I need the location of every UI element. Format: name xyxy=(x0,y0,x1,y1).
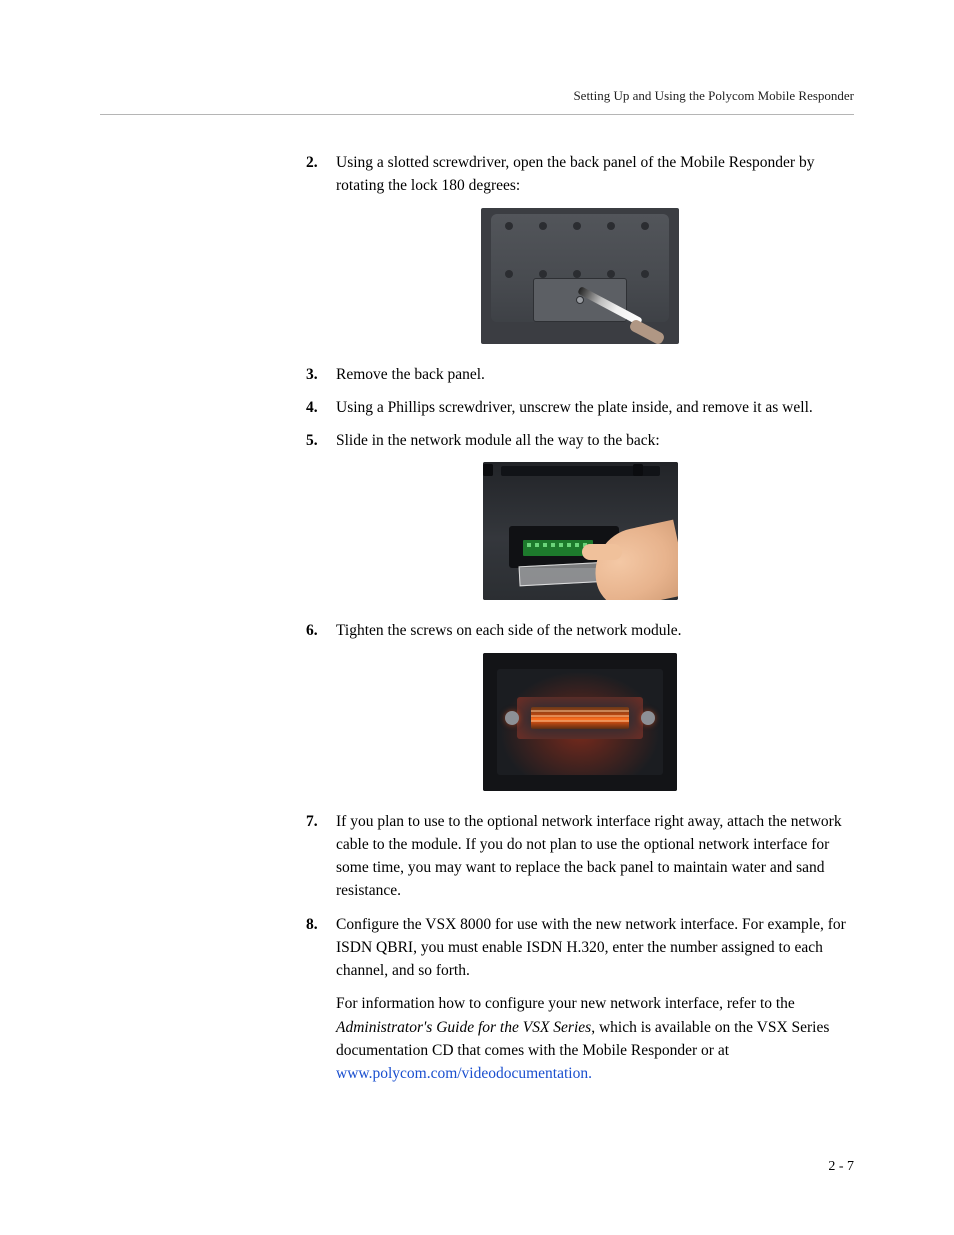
figure-2-image xyxy=(483,462,678,600)
step-6-body: Tighten the screws on each side of the n… xyxy=(336,619,854,642)
step-6-text: Tighten the screws on each side of the n… xyxy=(336,619,854,642)
step-2: 2. Using a slotted screwdriver, open the… xyxy=(306,151,854,198)
step-3: 3. Remove the back panel. xyxy=(306,363,854,386)
step-8: 8. Configure the VSX 8000 for use with t… xyxy=(306,913,854,1086)
step-2-body: Using a slotted screwdriver, open the ba… xyxy=(336,151,854,198)
documentation-link[interactable]: www.polycom.com/videodocumentation. xyxy=(336,1065,592,1082)
step-5-body: Slide in the network module all the way … xyxy=(336,429,854,452)
step-6-number: 6. xyxy=(306,619,336,642)
step-7-body: If you plan to use to the optional netwo… xyxy=(336,810,854,903)
step-2-text: Using a slotted screwdriver, open the ba… xyxy=(336,151,854,198)
step-3-text: Remove the back panel. xyxy=(336,363,854,386)
document-page: Setting Up and Using the Polycom Mobile … xyxy=(0,0,954,1235)
step-4: 4. Using a Phillips screwdriver, unscrew… xyxy=(306,396,854,419)
running-header: Setting Up and Using the Polycom Mobile … xyxy=(100,88,854,115)
step-4-text: Using a Phillips screwdriver, unscrew th… xyxy=(336,396,854,419)
step-5-number: 5. xyxy=(306,429,336,452)
step-5: 5. Slide in the network module all the w… xyxy=(306,429,854,452)
step-8-para-1: Configure the VSX 8000 for use with the … xyxy=(336,913,854,983)
figure-2 xyxy=(306,462,854,605)
running-title-text: Setting Up and Using the Polycom Mobile … xyxy=(573,88,854,103)
step-8-p2-italic: Administrator's Guide for the VSX Series xyxy=(336,1019,591,1036)
step-4-number: 4. xyxy=(306,396,336,419)
step-7: 7. If you plan to use to the optional ne… xyxy=(306,810,854,903)
figure-1 xyxy=(306,208,854,349)
step-2-number: 2. xyxy=(306,151,336,198)
step-8-p2-lead: For information how to configure your ne… xyxy=(336,995,795,1012)
step-7-number: 7. xyxy=(306,810,336,903)
step-4-body: Using a Phillips screwdriver, unscrew th… xyxy=(336,396,854,419)
figure-3-image xyxy=(483,653,677,791)
step-3-body: Remove the back panel. xyxy=(336,363,854,386)
step-8-body: Configure the VSX 8000 for use with the … xyxy=(336,913,854,1086)
step-8-number: 8. xyxy=(306,913,336,1086)
step-7-text: If you plan to use to the optional netwo… xyxy=(336,810,854,903)
figure-1-image xyxy=(481,208,679,344)
page-content: 2. Using a slotted screwdriver, open the… xyxy=(306,151,854,1085)
step-8-para-2: For information how to configure your ne… xyxy=(336,992,854,1085)
page-number: 2 - 7 xyxy=(828,1159,854,1175)
step-3-number: 3. xyxy=(306,363,336,386)
step-6: 6. Tighten the screws on each side of th… xyxy=(306,619,854,642)
figure-3 xyxy=(306,653,854,796)
step-5-text: Slide in the network module all the way … xyxy=(336,429,854,452)
